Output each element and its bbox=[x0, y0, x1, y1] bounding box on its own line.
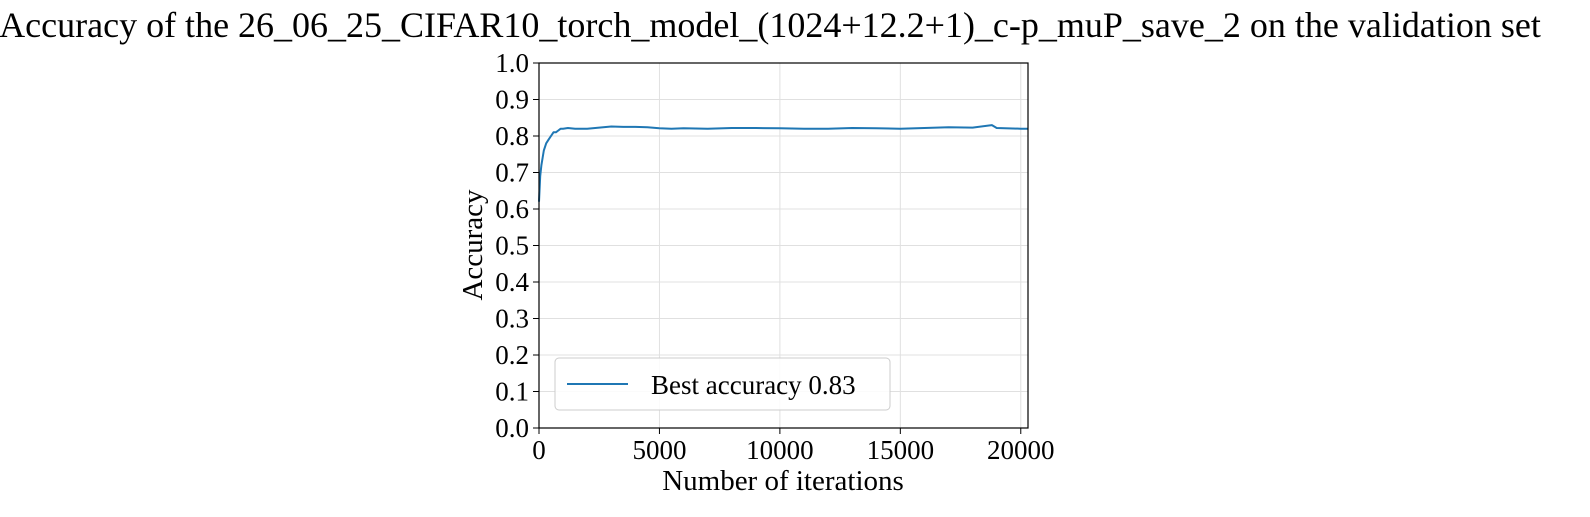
chart-title: Accuracy of the 26_06_25_CIFAR10_torch_m… bbox=[0, 5, 1541, 45]
x-axis-label: Number of iterations bbox=[662, 465, 904, 497]
y-tick-label: 0.0 bbox=[495, 413, 529, 443]
x-tick-label: 20000 bbox=[987, 435, 1055, 465]
y-tick-label: 0.7 bbox=[495, 158, 529, 188]
y-tick-label: 0.5 bbox=[495, 231, 529, 261]
series-line bbox=[538, 124, 1028, 202]
y-tick-label: 0.2 bbox=[495, 340, 529, 370]
x-tick-label: 0 bbox=[532, 435, 546, 465]
x-tick-label: 10000 bbox=[746, 435, 814, 465]
x-tick-label: 15000 bbox=[867, 435, 935, 465]
y-axis-label: Accuracy bbox=[457, 189, 489, 301]
legend: Best accuracy 0.83 bbox=[554, 357, 891, 411]
y-tick-label: 0.6 bbox=[495, 194, 529, 224]
y-tick-label: 0.1 bbox=[495, 377, 529, 407]
y-tick-label: 1.0 bbox=[495, 48, 529, 78]
y-tick-label: 0.3 bbox=[495, 304, 529, 334]
legend-label: Best accuracy 0.83 bbox=[651, 370, 856, 400]
legend-box bbox=[554, 357, 891, 411]
y-tick-label: 0.4 bbox=[495, 267, 529, 297]
y-axis-ticks: 0.0 0.1 0.2 0.3 0.4 0.5 0.6 0.7 0.8 0.9 1.0 bbox=[495, 48, 539, 443]
y-tick-label: 0.8 bbox=[495, 121, 529, 151]
x-axis-ticks: 0 5000 10000 15000 20000 bbox=[532, 428, 1055, 465]
series-layer bbox=[538, 124, 1028, 202]
y-tick-label: 0.9 bbox=[495, 85, 529, 115]
x-tick-label: 5000 bbox=[632, 435, 686, 465]
